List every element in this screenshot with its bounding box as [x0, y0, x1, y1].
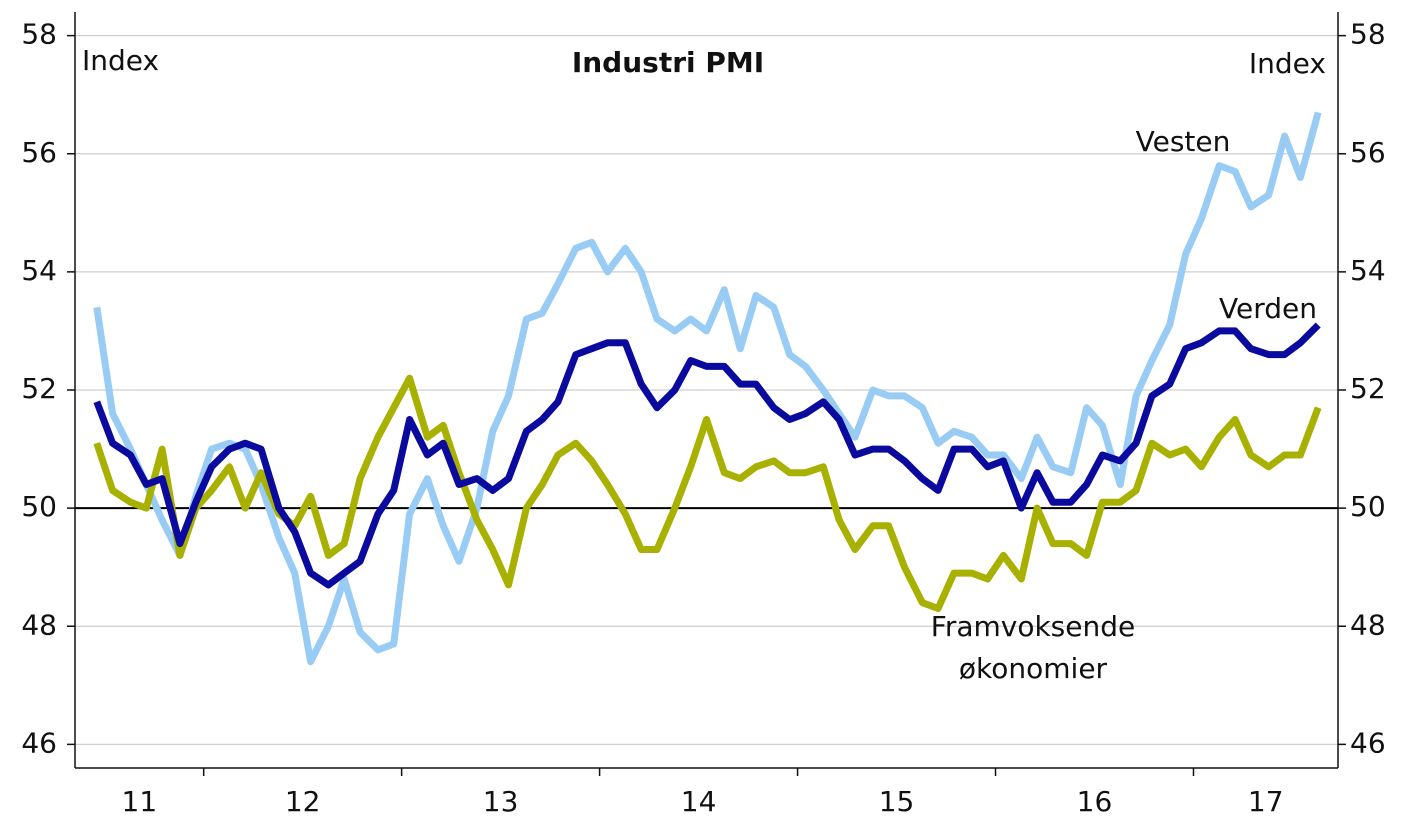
series-line	[93, 111, 1322, 666]
y-tick-label: 52	[21, 372, 57, 405]
x-tick-label: 13	[483, 785, 519, 818]
y-tick-label: 50	[21, 490, 57, 523]
right-axis-unit: Index	[1249, 47, 1326, 80]
series-line	[93, 322, 1321, 589]
x-tick-label: 16	[1077, 785, 1113, 818]
y2-tick-label: 48	[1350, 608, 1386, 641]
left-axis-unit: Index	[82, 44, 159, 77]
y-tick-label: 56	[21, 136, 57, 169]
y2-tick-label: 54	[1350, 254, 1386, 287]
y-tick-label: 58	[21, 18, 57, 51]
x-tick-label: 12	[285, 785, 321, 818]
y2-tick-label: 56	[1350, 136, 1386, 169]
x-tick-label: 17	[1248, 785, 1284, 818]
y-tick-label: 48	[21, 608, 57, 641]
series-line	[93, 374, 1322, 612]
y2-tick-label: 58	[1350, 18, 1386, 51]
series-label: Vesten	[1135, 125, 1231, 158]
y2-tick-label: 52	[1350, 372, 1386, 405]
chart-title: Industri PMI	[572, 46, 764, 79]
y-tick-label: 46	[21, 726, 57, 759]
x-tick-label: 11	[122, 785, 158, 818]
y2-tick-label: 50	[1350, 490, 1386, 523]
series-label: Framvoksende økonomier	[930, 610, 1136, 685]
x-tick-label: 14	[681, 785, 717, 818]
x-tick-label: 15	[879, 785, 915, 818]
y-tick-label: 54	[21, 254, 57, 287]
y2-tick-label: 46	[1350, 726, 1386, 759]
series-label: Verden	[1219, 292, 1317, 325]
